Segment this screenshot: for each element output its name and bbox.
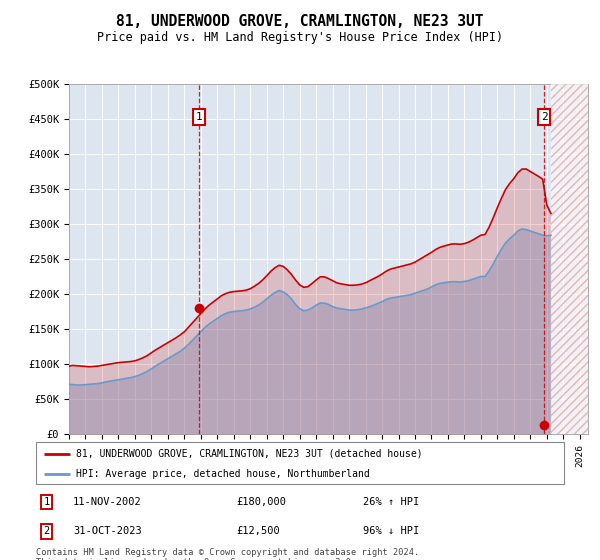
Text: 2: 2 bbox=[541, 112, 547, 122]
Text: 96% ↓ HPI: 96% ↓ HPI bbox=[364, 526, 419, 536]
Text: 1: 1 bbox=[43, 497, 50, 507]
Text: 1: 1 bbox=[195, 112, 202, 122]
Text: 81, UNDERWOOD GROVE, CRAMLINGTON, NE23 3UT (detached house): 81, UNDERWOOD GROVE, CRAMLINGTON, NE23 3… bbox=[76, 449, 422, 459]
FancyBboxPatch shape bbox=[36, 442, 564, 484]
Text: 31-OCT-2023: 31-OCT-2023 bbox=[73, 526, 142, 536]
Bar bbox=[551, 84, 588, 434]
Text: 81, UNDERWOOD GROVE, CRAMLINGTON, NE23 3UT: 81, UNDERWOOD GROVE, CRAMLINGTON, NE23 3… bbox=[116, 14, 484, 29]
Text: £180,000: £180,000 bbox=[236, 497, 287, 507]
Text: £12,500: £12,500 bbox=[236, 526, 280, 536]
Text: 2: 2 bbox=[43, 526, 50, 536]
Bar bbox=[551, 84, 588, 434]
Text: 26% ↑ HPI: 26% ↑ HPI bbox=[364, 497, 419, 507]
Text: Price paid vs. HM Land Registry's House Price Index (HPI): Price paid vs. HM Land Registry's House … bbox=[97, 31, 503, 44]
Text: 11-NOV-2002: 11-NOV-2002 bbox=[73, 497, 142, 507]
Text: HPI: Average price, detached house, Northumberland: HPI: Average price, detached house, Nort… bbox=[76, 469, 370, 479]
Text: Contains HM Land Registry data © Crown copyright and database right 2024.
This d: Contains HM Land Registry data © Crown c… bbox=[36, 548, 419, 560]
